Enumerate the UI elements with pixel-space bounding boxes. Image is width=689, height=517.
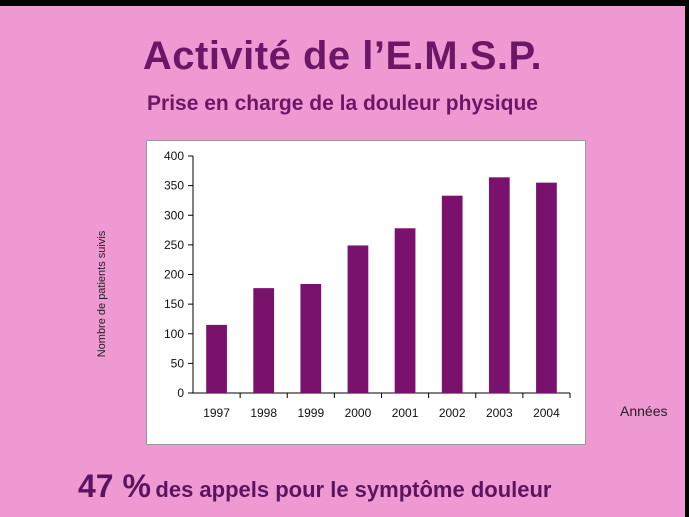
note-percentage: 47 % [78,468,151,504]
x-tick-label: 2004 [533,406,560,420]
x-tick-label: 2000 [345,406,372,420]
x-axis-label: Années [620,403,668,419]
x-tick-label: 1999 [297,406,324,420]
y-tick-label: 100 [164,327,184,341]
x-tick-label: 2003 [486,406,513,420]
y-tick-label: 300 [164,208,184,222]
x-tick-label: 2001 [392,406,419,420]
bar-2001 [394,228,416,393]
slide: Activité de l’E.M.S.P. Prise en charge d… [0,6,685,517]
note-text: des appels pour le symptôme douleur [155,477,552,502]
bar-2003 [488,177,510,393]
bottom-note: 47 % des appels pour le symptôme douleur [78,468,551,505]
bar-1997 [206,324,227,393]
slide-subtitle: Prise en charge de la douleur physique [147,92,538,115]
bar-1998 [253,288,275,393]
slide-title: Activité de l’E.M.S.P. [142,34,543,78]
bar-2000 [347,245,369,393]
x-tick-label: 1997 [203,406,230,420]
y-tick-label: 0 [177,386,184,400]
y-tick-label: 150 [164,297,184,311]
bar-chart: 0 50 100 150 200 250 300 350 400 1997 1998 1999 2000… [164,149,571,420]
y-tick-label: 200 [164,268,184,282]
bar-2004 [536,182,557,393]
y-tick-label: 400 [164,149,184,163]
bar-1999 [300,283,322,393]
y-tick-label: 50 [171,356,185,370]
y-tick-label: 250 [164,238,184,252]
bar-2002 [441,195,463,393]
x-tick-label: 1998 [250,406,277,420]
x-tick-label: 2002 [439,406,466,420]
y-tick-label: 350 [164,179,184,193]
